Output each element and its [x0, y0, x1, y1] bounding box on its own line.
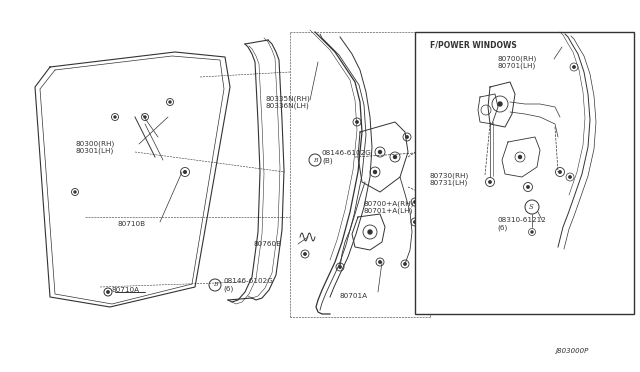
- Circle shape: [404, 263, 406, 265]
- Circle shape: [107, 291, 109, 293]
- Text: 80700(RH)
80701(LH): 80700(RH) 80701(LH): [497, 55, 536, 69]
- Circle shape: [518, 155, 522, 158]
- Text: S: S: [529, 203, 533, 211]
- Circle shape: [379, 261, 381, 263]
- Circle shape: [144, 116, 146, 118]
- Text: B: B: [212, 282, 218, 288]
- Text: B: B: [313, 157, 317, 163]
- Text: 80710A: 80710A: [112, 287, 140, 293]
- Text: 80760: 80760: [432, 193, 455, 199]
- Circle shape: [414, 221, 416, 223]
- Circle shape: [169, 101, 171, 103]
- Circle shape: [368, 230, 372, 234]
- Circle shape: [498, 102, 502, 106]
- Circle shape: [378, 151, 381, 154]
- Circle shape: [394, 155, 397, 158]
- Circle shape: [414, 201, 416, 203]
- Text: 80760B: 80760B: [253, 241, 281, 247]
- Text: 80700+A(RH)
80701+A(LH): 80700+A(RH) 80701+A(LH): [363, 200, 413, 214]
- Text: 80335N(RH)
80336N(LH): 80335N(RH) 80336N(LH): [266, 95, 311, 109]
- Circle shape: [339, 266, 341, 268]
- Circle shape: [74, 191, 76, 193]
- Circle shape: [356, 121, 358, 123]
- Circle shape: [406, 136, 408, 138]
- Circle shape: [531, 231, 533, 233]
- Text: J803000P: J803000P: [555, 348, 588, 354]
- Text: 08146-6102G
(B): 08146-6102G (B): [322, 150, 372, 164]
- Text: 80730(RH)
80731(LH): 80730(RH) 80731(LH): [430, 172, 469, 186]
- Text: 08310-61212
(6): 08310-61212 (6): [497, 217, 546, 231]
- Text: 80300(RH)
80301(LH): 80300(RH) 80301(LH): [75, 140, 115, 154]
- Circle shape: [569, 176, 572, 178]
- Text: 08146-6102G
(6): 08146-6102G (6): [223, 278, 273, 292]
- Circle shape: [184, 171, 186, 173]
- Circle shape: [374, 170, 376, 173]
- Circle shape: [559, 171, 561, 173]
- Text: 80701A: 80701A: [340, 293, 368, 299]
- Circle shape: [114, 116, 116, 118]
- Bar: [415, 32, 634, 314]
- Circle shape: [527, 186, 529, 188]
- Circle shape: [304, 253, 306, 255]
- Circle shape: [489, 181, 492, 183]
- Text: 80760C: 80760C: [432, 174, 460, 180]
- Circle shape: [573, 66, 575, 68]
- Text: 80710B: 80710B: [118, 221, 146, 227]
- Text: F/POWER WINDOWS: F/POWER WINDOWS: [430, 41, 516, 49]
